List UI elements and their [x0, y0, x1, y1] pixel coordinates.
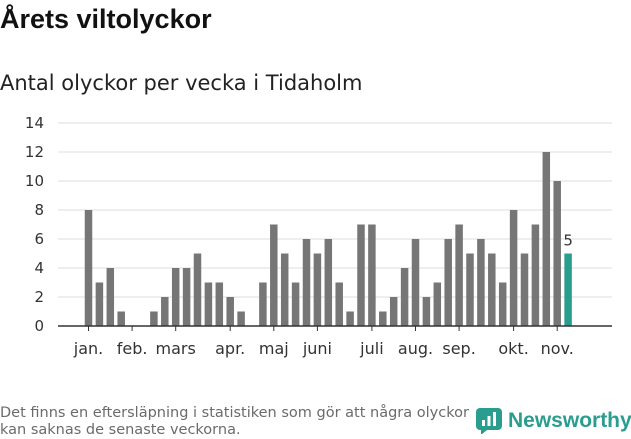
- y-tick-label: 10: [25, 172, 44, 190]
- bar: [509, 210, 518, 326]
- bar: [433, 282, 442, 326]
- bar: [150, 311, 158, 326]
- x-tick-label: nov.: [541, 339, 574, 358]
- bar: [400, 268, 409, 326]
- y-tick-label: 14: [25, 114, 44, 132]
- bar: [564, 253, 572, 326]
- bar: [357, 224, 365, 326]
- bar: [204, 282, 213, 326]
- bar: [302, 239, 311, 326]
- x-tick-label: juli: [359, 339, 383, 358]
- bar: [291, 282, 300, 326]
- bar: [324, 239, 333, 326]
- bar: [411, 239, 420, 326]
- bar: [237, 311, 245, 326]
- gridlines: [58, 122, 612, 298]
- bars: [84, 152, 572, 326]
- bar: [226, 297, 234, 326]
- x-tick-label: apr.: [215, 339, 245, 358]
- bar: [379, 311, 387, 326]
- bar: [455, 224, 463, 326]
- bar: [106, 268, 115, 326]
- data-label: 5: [563, 232, 573, 250]
- bar: [498, 282, 507, 326]
- bar: [84, 210, 93, 326]
- bar: [466, 253, 474, 326]
- y-tick-label: 2: [34, 288, 44, 306]
- data-labels: 5: [563, 232, 573, 250]
- bar: [259, 282, 267, 326]
- bar: [117, 311, 125, 326]
- bar: [280, 253, 289, 326]
- bar: [542, 152, 551, 326]
- bar: [335, 282, 343, 326]
- bar: [215, 282, 224, 326]
- brand[interactable]: Newsworthy: [476, 408, 631, 434]
- y-tick-label: 8: [34, 201, 44, 219]
- x-tick-label: sep.: [442, 339, 475, 358]
- newsworthy-logo-icon: [476, 408, 502, 434]
- x-tick-label: okt.: [498, 339, 528, 358]
- bar: [477, 239, 485, 326]
- bar: [520, 253, 529, 326]
- bar: [182, 268, 191, 326]
- chart-subtitle: Antal olyckor per vecka i Tidaholm: [0, 71, 363, 95]
- x-tick-label: aug.: [398, 339, 433, 358]
- bar: [270, 224, 278, 326]
- brand-name: Newsworthy: [508, 409, 631, 432]
- x-tick-label: feb.: [117, 339, 148, 358]
- x-tick-label: juni: [302, 339, 332, 358]
- y-tick-label: 4: [34, 259, 44, 277]
- bar: [422, 297, 431, 326]
- bar: [488, 253, 496, 326]
- bar: [193, 253, 202, 326]
- y-tick-label: 0: [34, 317, 44, 335]
- x-axis-ticks: jan. feb. mars apr. maj juni juli aug. sep. okt. n…: [73, 326, 574, 358]
- x-tick-label: maj: [259, 339, 289, 358]
- bar: [531, 224, 540, 326]
- bar: [313, 253, 322, 326]
- footnote: Det finns en eftersläpning i statistiken…: [0, 405, 469, 438]
- bar: [95, 282, 104, 326]
- x-tick-label: jan.: [73, 339, 103, 358]
- bar: [444, 239, 452, 326]
- bar: [171, 268, 180, 326]
- bar-chart: 0 2 4 6 8 10 12 14 jan. feb. mars apr. maj juni juli a…: [25, 114, 612, 358]
- bar: [368, 224, 376, 326]
- y-axis-ticks: 0 2 4 6 8 10 12 14: [25, 114, 44, 335]
- bar: [553, 181, 561, 326]
- bar: [389, 297, 398, 326]
- y-tick-label: 12: [25, 143, 44, 161]
- chart-title: Årets viltolyckor: [0, 4, 212, 34]
- x-tick-label: mars: [156, 339, 196, 358]
- bar: [161, 297, 169, 326]
- y-tick-label: 6: [34, 230, 44, 248]
- bar: [346, 311, 354, 326]
